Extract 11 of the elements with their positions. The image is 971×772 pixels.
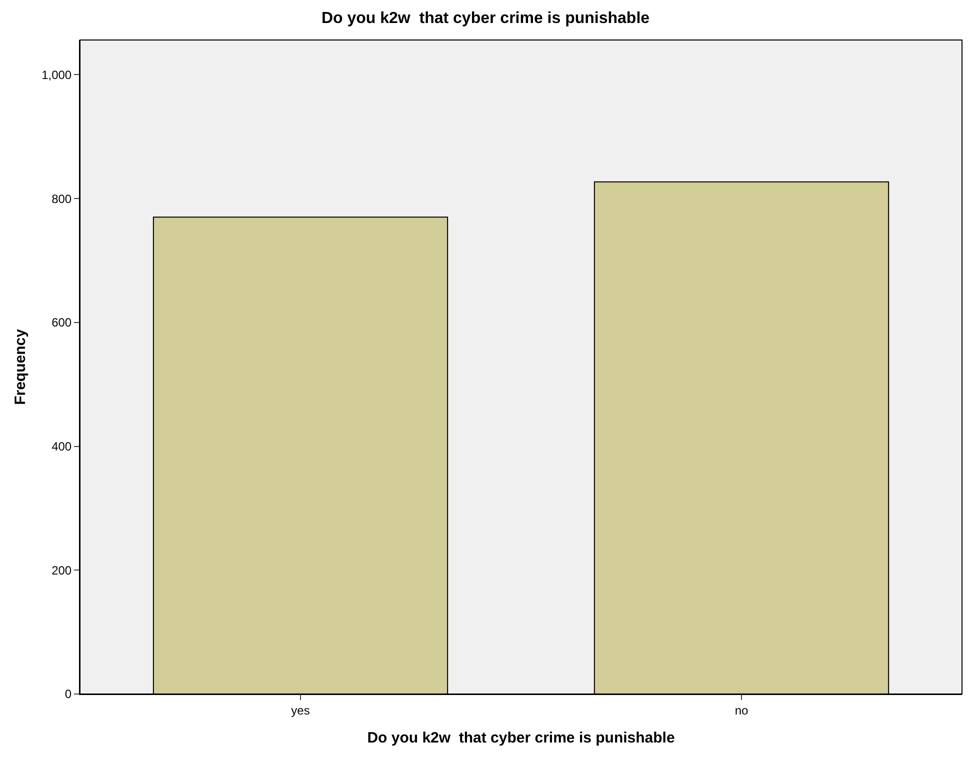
x-axis-title: Do you k2w that cyber crime is punishable xyxy=(367,729,675,746)
x-tick-label: no xyxy=(734,703,748,718)
y-tick-label: 200 xyxy=(52,563,72,578)
y-axis-title: Frequency xyxy=(12,328,29,405)
chart-title: Do you k2w that cyber crime is punishable xyxy=(321,10,650,27)
y-tick-label: 400 xyxy=(52,439,72,454)
x-tick-label: yes xyxy=(291,703,310,718)
y-tick-label: 0 xyxy=(64,687,72,702)
y-tick-label: 600 xyxy=(52,316,72,330)
y-tick-label: 800 xyxy=(52,192,72,206)
y-tick-label: 1,000 xyxy=(42,68,72,82)
